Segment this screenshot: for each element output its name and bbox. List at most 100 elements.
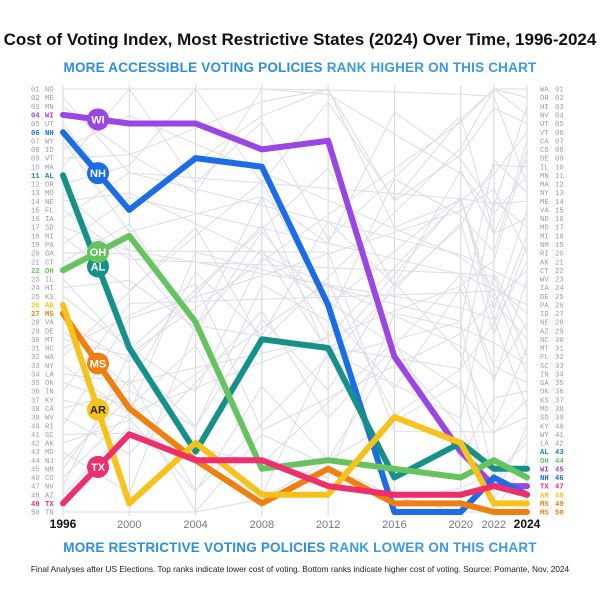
left-state-fl: FL	[45, 207, 54, 215]
right-state-la: LA	[540, 441, 549, 449]
right-state-mt: MT	[540, 346, 549, 354]
left-rank-35: 35	[31, 380, 40, 388]
left-state-hi: HI	[45, 285, 54, 293]
right-state-ks: KS	[540, 397, 549, 405]
right-rank-32: 32	[555, 354, 564, 362]
right-rank-09: 09	[555, 156, 564, 164]
left-rank-43: 43	[31, 449, 40, 457]
right-rank-40: 40	[555, 423, 564, 431]
right-axis-labels: WA 01 OR 02 HI 03 NV 04 UT 05 VT 06 CA 07 CO 08 DE 09 IL 10…	[540, 87, 564, 518]
background-line-wy	[62, 140, 528, 485]
left-rank-50: 50	[31, 510, 40, 518]
left-rank-38: 38	[31, 406, 40, 414]
left-state-nv: NV	[45, 484, 54, 492]
left-state-ny: NY	[45, 363, 54, 371]
background-line-va	[62, 198, 528, 364]
x-tick-1996: 1996	[50, 517, 77, 531]
subtitle-top-emphasis: MORE ACCESSIBLE VOTING POLICIES	[63, 60, 323, 75]
left-state-ma: MA	[45, 164, 54, 172]
background-line-ut	[62, 88, 528, 210]
right-state-nc: NC	[540, 337, 549, 345]
badge-label-ar: AR	[90, 405, 106, 417]
left-state-in: IN	[45, 389, 54, 397]
right-rank-28: 28	[555, 320, 564, 328]
left-rank-24: 24	[31, 285, 40, 293]
left-state-id: ID	[45, 147, 54, 155]
right-rank-01: 01	[555, 87, 564, 95]
left-state-ky: KY	[45, 397, 54, 405]
left-rank-02: 02	[31, 95, 40, 103]
right-state-co: CO	[540, 147, 549, 155]
left-state-oh: OH	[45, 268, 54, 276]
subtitle-bottom-rest: RANK LOWER ON THIS CHART	[329, 540, 537, 555]
right-state-de: DE	[540, 294, 549, 302]
left-rank-10: 10	[31, 164, 40, 172]
left-rank-37: 37	[31, 397, 40, 405]
right-rank-16: 16	[555, 216, 564, 224]
left-state-az: AZ	[45, 492, 54, 500]
right-rank-25: 25	[555, 294, 564, 302]
right-rank-49: 49	[555, 501, 564, 509]
left-state-wv: WV	[45, 415, 54, 423]
left-state-mi: MI	[45, 233, 54, 241]
badge-label-nh: NH	[90, 168, 106, 180]
left-rank-42: 42	[31, 441, 40, 449]
left-state-nh: NH	[45, 130, 54, 138]
background-line-vt	[62, 88, 528, 228]
left-rank-08: 08	[31, 147, 40, 155]
badge-tx	[87, 455, 109, 478]
left-rank-16: 16	[31, 216, 40, 224]
left-rank-06: 06	[31, 130, 40, 138]
right-rank-18: 18	[555, 233, 564, 241]
right-state-ia: IA	[540, 285, 549, 293]
right-state-az: AZ	[540, 328, 549, 336]
subtitle-top: MORE ACCESSIBLE VOTING POLICIES RANK HIG…	[0, 60, 600, 75]
left-rank-28: 28	[31, 320, 40, 328]
series-line-ar	[60, 301, 530, 507]
background-line-il	[62, 164, 528, 352]
right-state-ar: AR	[540, 492, 549, 500]
highlight-series	[60, 111, 530, 515]
left-rank-39: 39	[31, 415, 40, 423]
background-line-wa	[62, 88, 527, 357]
left-state-nd: ND	[45, 87, 54, 95]
right-rank-17: 17	[555, 225, 564, 233]
right-rank-39: 39	[555, 415, 564, 423]
left-axis-labels: 01 ND 02 ME 03 MN 04 WI 05 UT 06 NH 07 WY 08 ID 09 VT 10 MA…	[31, 87, 54, 518]
left-state-sd: SD	[45, 225, 54, 233]
right-rank-30: 30	[555, 337, 564, 345]
right-state-nh: NH	[540, 475, 549, 483]
left-rank-09: 09	[31, 156, 40, 164]
right-state-ct: CT	[540, 268, 549, 276]
left-state-me: ME	[45, 95, 54, 103]
left-state-tn: TN	[45, 510, 54, 518]
series-line-nh	[60, 129, 530, 515]
left-rank-21: 21	[31, 259, 40, 267]
right-rank-29: 29	[555, 328, 564, 336]
left-state-co: CO	[45, 475, 54, 483]
right-rank-10: 10	[555, 164, 564, 172]
left-state-mt: MT	[45, 337, 54, 345]
background-line-nd	[63, 88, 528, 240]
x-tick-2004: 2004	[183, 519, 207, 531]
subtitle-top-rest: RANK HIGHER ON THIS CHART	[326, 60, 537, 75]
background-line-or	[62, 88, 528, 201]
right-state-wy: WY	[540, 432, 549, 440]
badge-wi	[87, 108, 109, 131]
left-state-sc: SC	[45, 432, 54, 440]
right-state-ca: CA	[540, 138, 549, 146]
x-tick-2016: 2016	[382, 519, 406, 531]
right-rank-33: 33	[555, 363, 564, 371]
left-rank-48: 48	[31, 492, 40, 500]
right-state-md: MD	[540, 225, 549, 233]
left-rank-17: 17	[31, 225, 40, 233]
background-line-co	[62, 149, 528, 478]
subtitle-bottom: MORE RESTRICTIVE VOTING POLICIES RANK LO…	[0, 540, 600, 555]
right-rank-22: 22	[555, 268, 564, 276]
left-rank-25: 25	[31, 294, 40, 302]
right-rank-31: 31	[555, 346, 564, 354]
x-tick-2008: 2008	[250, 519, 274, 531]
left-state-tx: TX	[45, 501, 54, 509]
right-state-hi: HI	[540, 104, 549, 112]
left-state-md: MD	[45, 449, 54, 457]
